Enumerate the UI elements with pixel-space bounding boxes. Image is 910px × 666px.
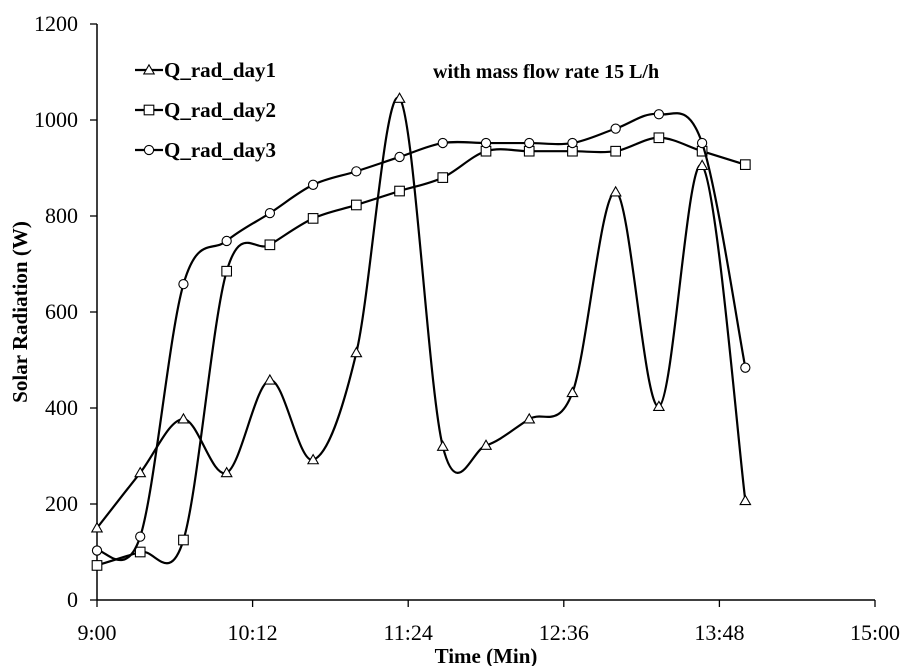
y-tick-label: 200 [45,491,78,516]
data-point-square [264,239,276,251]
data-point-triangle [566,386,579,398]
y-tick-label: 0 [67,587,78,612]
y-axis-ticks: 0 200 400 600 800 1000 1200 [34,11,97,612]
legend: Q_rad_day1 Q_rad_day2 Q_rad_day3 [135,58,276,162]
legend-label: Q_rad_day3 [164,138,276,162]
data-point-circle [135,531,146,542]
data-point-circle [524,137,535,149]
series-line-1 [96,96,747,529]
data-point-triangle [220,466,233,478]
data-point-circle [480,137,492,149]
data-point-square [739,159,751,170]
y-tick-label: 1000 [34,107,78,132]
data-point-circle [740,362,751,373]
x-tick-label: 15:00 [850,620,900,645]
y-tick-label: 800 [45,203,78,228]
data-point-square [350,199,362,211]
x-tick-label: 9:00 [77,620,116,645]
x-tick-label: 13:48 [694,620,744,645]
data-point-circle [351,166,362,177]
y-tick-label: 400 [45,395,78,420]
data-point-triangle [90,521,104,533]
data-point-circle [696,137,708,149]
data-point-square [437,172,449,183]
data-point-triangle [177,412,190,424]
legend-item: Q_rad_day2 [135,98,276,122]
data-point-triangle [739,494,752,506]
data-point-circle [394,151,405,163]
series-Q_rad_day3 [91,109,751,562]
data-point-triangle [695,159,709,171]
legend-label: Q_rad_day1 [164,58,276,82]
series-Q_rad_day2 [91,132,751,571]
legend-marker-circle [143,144,155,156]
data-point-triangle [350,346,363,358]
data-point-square [221,265,233,277]
data-point-circle [307,179,319,190]
data-point-square [394,185,405,197]
data-point-square [134,546,146,558]
y-axis-title: Solar Radiation (W) [8,221,32,403]
x-axis-ticks: 9:00 10:12 11:24 12:36 13:48 15:00 [77,600,900,645]
data-point-circle [221,235,232,247]
data-point-circle [567,137,578,149]
series-layer [90,92,752,571]
data-point-triangle [263,373,277,385]
data-point-triangle [479,439,493,450]
data-point-circle [178,279,189,290]
data-point-square [91,560,103,571]
data-point-circle [437,137,448,149]
x-axis-title: Time (Min) [435,644,538,666]
data-point-square [307,213,319,224]
data-point-circle [264,207,276,219]
data-point-circle [610,123,621,134]
x-tick-label: 10:12 [228,620,278,645]
data-point-triangle [523,412,536,424]
data-point-square [610,145,622,157]
data-point-circle [91,545,103,556]
data-point-square [178,534,189,546]
legend-item: Q_rad_day3 [135,138,276,162]
data-point-triangle [393,92,406,103]
data-point-triangle [134,466,147,478]
legend-label: Q_rad_day2 [164,98,276,122]
legend-marker-square [143,104,155,116]
data-point-circle [653,109,665,120]
series-line-3 [96,112,747,562]
legend-marker-triangle [142,63,156,75]
data-point-triangle [306,453,320,465]
data-point-triangle [609,185,622,197]
series-Q_rad_day1 [90,92,752,533]
data-point-triangle [652,400,666,412]
x-tick-label: 12:36 [539,620,589,645]
data-point-triangle [436,440,449,451]
x-tick-label: 11:24 [384,620,433,645]
y-tick-label: 1200 [34,11,78,36]
data-point-square [653,132,665,144]
legend-item: Q_rad_day1 [135,58,276,82]
series-line-2 [96,136,746,567]
y-tick-label: 600 [45,299,78,324]
chart-annotation: with mass flow rate 15 L/h [433,61,659,83]
